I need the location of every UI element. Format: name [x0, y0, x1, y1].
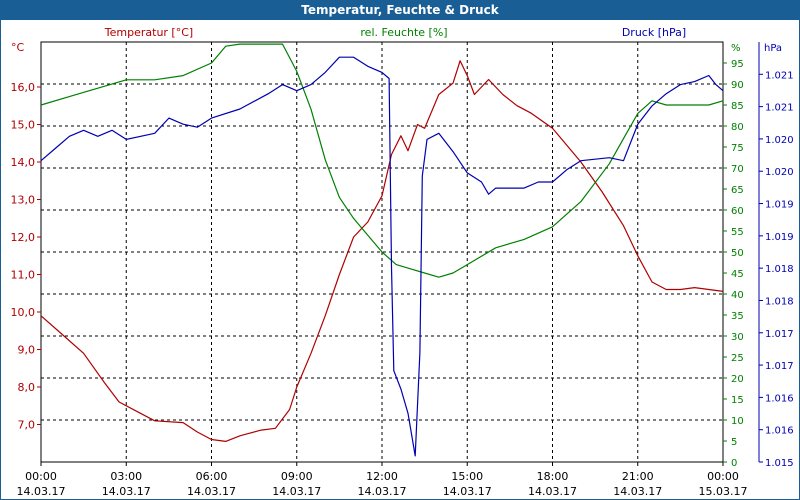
- x-tick-label-date: 14.03.17: [613, 485, 662, 498]
- temperature-unit-label: °C: [11, 41, 25, 54]
- x-tick-label-time: 09:00: [281, 470, 313, 483]
- temperature-tick-label: 15,0: [11, 119, 36, 132]
- series-line-temperature: [40, 60, 724, 442]
- x-tick-label-date: 14.03.17: [443, 485, 492, 498]
- x-tick-label-date: 14.03.17: [358, 485, 407, 498]
- humidity-tick-label: 65: [731, 185, 744, 196]
- pressure-tick-label: 1.021: [765, 70, 794, 81]
- humidity-tick-label: 75: [731, 143, 744, 154]
- humidity-unit-label: %: [731, 43, 741, 54]
- pressure-tick-label: 1.018: [765, 296, 794, 307]
- humidity-tick-label: 55: [731, 227, 744, 238]
- temperature-tick-label: 8,0: [18, 381, 36, 394]
- pressure-tick-label: 1.019: [765, 200, 794, 211]
- pressure-tick-label: 1.015: [765, 458, 794, 469]
- humidity-tick-label: 5: [731, 437, 737, 448]
- chart-title: Temperatur, Feuchte & Druck: [1, 1, 799, 20]
- x-tick-label-time: 12:00: [366, 470, 398, 483]
- pressure-tick-label: 1.020: [765, 135, 794, 146]
- x-tick-label-time: 00:00: [707, 470, 739, 483]
- humidity-tick-label: 30: [731, 332, 744, 343]
- pressure-tick-label: 1.019: [765, 232, 794, 243]
- humidity-tick-label: 50: [731, 248, 744, 259]
- x-tick-label-date: 15.03.17: [699, 485, 748, 498]
- x-tick-label-date: 14.03.17: [17, 485, 66, 498]
- x-tick-label-time: 18:00: [537, 470, 569, 483]
- temperature-tick-label: 9,0: [18, 344, 36, 357]
- humidity-tick-label: 60: [731, 206, 744, 217]
- pressure-tick-label: 1.017: [765, 361, 794, 372]
- pressure-tick-label: 1.016: [765, 426, 794, 437]
- humidity-tick-label: 10: [731, 416, 744, 427]
- temperature-tick-label: 14,0: [11, 156, 36, 169]
- humidity-tick-label: 45: [731, 269, 744, 280]
- temperature-tick-label: 10,0: [11, 306, 36, 319]
- temperature-tick-label: 13,0: [11, 194, 36, 207]
- humidity-tick-label: 0: [731, 458, 737, 469]
- pressure-tick-label: 1.021: [765, 103, 794, 114]
- series-line-pressure: [40, 56, 724, 457]
- humidity-tick-label: 40: [731, 290, 744, 301]
- x-tick-label-date: 14.03.17: [272, 485, 321, 498]
- temperature-tick-label: 12,0: [11, 231, 36, 244]
- legend-entry-temperature: Temperatur [°C]: [104, 26, 193, 39]
- humidity-tick-label: 95: [731, 59, 744, 70]
- humidity-tick-label: 25: [731, 353, 744, 364]
- x-tick-label-date: 14.03.17: [102, 485, 151, 498]
- temperature-tick-label: 7,0: [18, 419, 36, 432]
- pressure-tick-label: 1.017: [765, 329, 794, 340]
- humidity-tick-label: 20: [731, 374, 744, 385]
- pressure-unit-label: hPa: [764, 43, 782, 54]
- pressure-tick-label: 1.018: [765, 264, 794, 275]
- temperature-tick-label: 16,0: [11, 81, 36, 94]
- x-tick-label-time: 00:00: [25, 470, 57, 483]
- x-tick-label-date: 14.03.17: [187, 485, 236, 498]
- humidity-tick-label: 15: [731, 395, 744, 406]
- humidity-tick-label: 35: [731, 311, 744, 322]
- humidity-tick-label: 85: [731, 101, 744, 112]
- humidity-tick-label: 90: [731, 80, 744, 91]
- x-tick-label-time: 15:00: [451, 470, 483, 483]
- series-line-humidity: [40, 43, 724, 278]
- x-tick-label-time: 03:00: [110, 470, 142, 483]
- temperature-tick-label: 11,0: [11, 269, 36, 282]
- x-tick-label-date: 14.03.17: [528, 485, 577, 498]
- pressure-tick-label: 1.020: [765, 167, 794, 178]
- x-tick-label-time: 06:00: [196, 470, 228, 483]
- legend-entry-humidity: rel. Feuchte [%]: [360, 26, 447, 39]
- x-tick-label-time: 21:00: [622, 470, 654, 483]
- pressure-tick-label: 1.016: [765, 393, 794, 404]
- humidity-tick-label: 80: [731, 122, 744, 133]
- legend-entry-pressure: Druck [hPa]: [622, 26, 686, 39]
- humidity-tick-label: 70: [731, 164, 744, 175]
